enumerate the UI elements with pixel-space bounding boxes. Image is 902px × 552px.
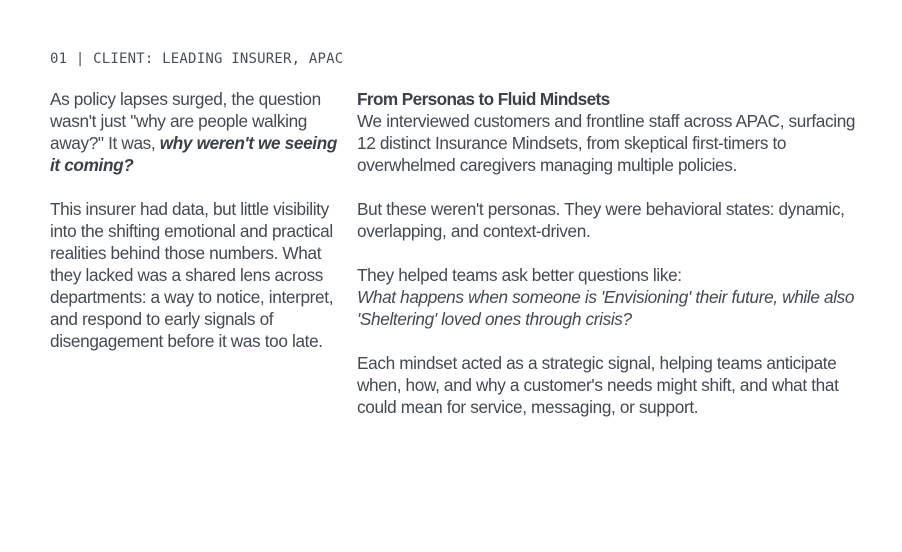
approach-paragraph-text: We interviewed customers and frontline s… [357, 111, 856, 175]
example-question: What happens when someone is 'Envisionin… [357, 287, 855, 329]
intro-paragraph-question: As policy lapses surged, the question wa… [50, 88, 342, 176]
approach-paragraph-questions: They helped teams ask better questions l… [357, 264, 857, 330]
intro-emphasis: why weren't we seeing it coming? [50, 133, 338, 175]
approach-paragraph-signal: Each mindset acted as a strategic signal… [357, 353, 839, 417]
approach-paragraph-intro: From Personas to Fluid Mindsets We inter… [357, 88, 857, 176]
case-study-label: 01 | CLIENT: LEADING INSURER, APAC [50, 51, 344, 67]
intro-paragraph-context: This insurer had data, but little visibi… [50, 199, 334, 351]
intro-column: As policy lapses surged, the question wa… [50, 88, 342, 374]
intro-paragraph-text: As policy lapses surged, the question wa… [50, 89, 321, 153]
approach-paragraph-states: But these weren't personas. They were be… [357, 199, 845, 241]
approach-column: From Personas to Fluid Mindsets We inter… [357, 88, 857, 440]
section-heading: From Personas to Fluid Mindsets [357, 89, 610, 109]
questions-intro: They helped teams ask better questions l… [357, 265, 682, 285]
